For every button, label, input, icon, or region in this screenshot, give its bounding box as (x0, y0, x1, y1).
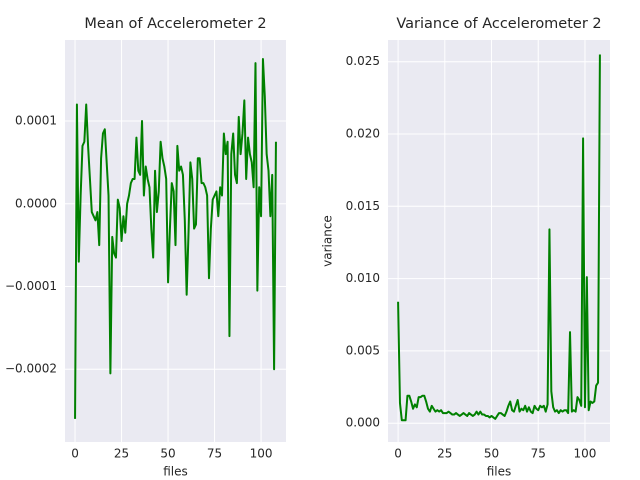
x-tick-label: 25 (437, 447, 452, 461)
data-line (397, 54, 601, 422)
chart-title: Variance of Accelerometer 2 (396, 16, 601, 32)
x-tick-label: 75 (207, 447, 222, 461)
y-tick-label: 0.010 (346, 271, 380, 285)
x-axis-label: files (487, 465, 512, 479)
x-tick-label: 50 (160, 447, 175, 461)
x-tick-label: 50 (484, 447, 499, 461)
data-line (74, 58, 277, 419)
y-tick-label: 0.015 (346, 199, 380, 213)
x-tick-label: 0 (71, 447, 79, 461)
y-tick-label: 0.025 (346, 54, 380, 68)
y-tick-label: 0.020 (346, 126, 380, 140)
x-tick-label: 25 (114, 447, 129, 461)
y-axis-label: variance (321, 215, 335, 267)
x-tick-label: 0 (394, 447, 402, 461)
x-axis-label: files (163, 465, 188, 479)
y-tick-label: −0.0001 (5, 279, 57, 293)
x-tick-label: 75 (531, 447, 546, 461)
y-tick-label: 0.0000 (15, 196, 57, 210)
x-tick-label: 100 (250, 447, 273, 461)
y-tick-label: −0.0002 (5, 362, 57, 376)
y-tick-label: 0.005 (346, 343, 380, 357)
chart-title: Mean of Accelerometer 2 (84, 16, 266, 32)
plot-area (388, 40, 610, 442)
y-tick-label: 0.000 (346, 416, 380, 430)
y-tick-label: 0.0001 (15, 114, 57, 128)
x-tick-label: 100 (574, 447, 597, 461)
